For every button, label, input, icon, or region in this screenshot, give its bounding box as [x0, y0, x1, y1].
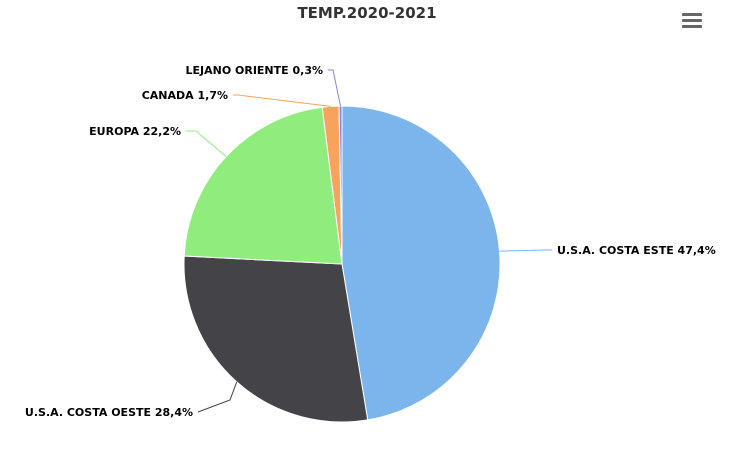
connector-line — [186, 130, 227, 157]
pie-slice-europa[interactable] — [183, 106, 343, 265]
chart-menu-button[interactable] — [680, 10, 704, 32]
data-label: U.S.A. COSTA ESTE 47,4% — [557, 244, 716, 257]
connector-line — [197, 381, 238, 413]
data-label: EUROPA 22,2% — [89, 125, 181, 138]
hamburger-menu-icon — [682, 19, 702, 22]
chart-title: TEMP.2020-2021 — [297, 4, 437, 22]
connector-line — [499, 249, 552, 252]
hamburger-menu-icon — [682, 25, 702, 28]
data-label: U.S.A. COSTA OESTE 28,4% — [25, 406, 193, 419]
pie-slice-u-s-a-costa-oeste[interactable] — [183, 255, 369, 423]
data-label: CANADA 1,7% — [142, 89, 228, 102]
data-label: LEJANO ORIENTE 0,3% — [185, 64, 323, 77]
connector-line — [328, 69, 341, 107]
hamburger-menu-icon — [682, 13, 702, 16]
pie-slice-u-s-a-costa-este[interactable] — [341, 105, 501, 421]
connector-line — [233, 94, 331, 107]
